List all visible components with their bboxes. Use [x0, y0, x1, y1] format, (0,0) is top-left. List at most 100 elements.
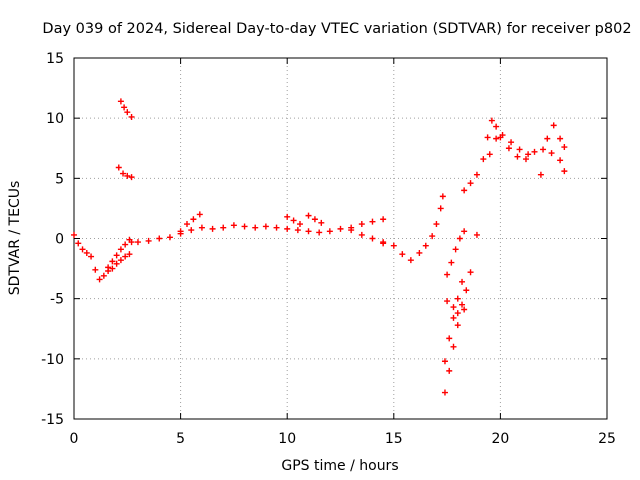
data-point — [461, 228, 468, 235]
y-tick-label: 15 — [46, 51, 64, 67]
data-point — [461, 306, 468, 313]
data-point — [273, 224, 280, 231]
data-point — [505, 145, 512, 152]
data-point — [134, 239, 141, 246]
x-tick-label: 0 — [70, 431, 79, 447]
data-point — [326, 228, 333, 235]
grid-lines — [74, 58, 607, 419]
data-point — [493, 123, 500, 130]
data-point — [540, 146, 547, 153]
x-axis-label: GPS time / hours — [281, 458, 398, 474]
data-point — [92, 266, 99, 273]
series-arc-7 — [177, 211, 203, 235]
data-point — [369, 235, 376, 242]
series-arc-6 — [134, 222, 387, 246]
data-point — [522, 156, 529, 163]
data-point — [437, 205, 444, 212]
data-point — [166, 234, 173, 241]
data-point — [96, 276, 103, 283]
x-tick-label: 25 — [598, 431, 616, 447]
data-point — [337, 225, 344, 232]
series-arc-15 — [461, 117, 568, 194]
data-point — [380, 216, 387, 223]
series-arc-13 — [444, 228, 468, 278]
data-point — [493, 135, 500, 142]
data-point — [446, 367, 453, 374]
data-point — [416, 249, 423, 256]
data-point — [296, 221, 303, 228]
data-point — [452, 246, 459, 253]
series-arc-9 — [348, 216, 387, 231]
x-tick-label: 20 — [491, 431, 509, 447]
data-point — [516, 146, 523, 153]
data-point — [252, 224, 259, 231]
data-point — [183, 221, 190, 228]
data-point — [463, 287, 470, 294]
data-point — [439, 193, 446, 200]
data-point — [537, 171, 544, 178]
y-tick-label: -5 — [50, 292, 64, 308]
data-point — [461, 187, 468, 194]
data-point — [128, 239, 135, 246]
data-point — [198, 224, 205, 231]
data-point — [450, 304, 457, 311]
series-arc-14 — [444, 231, 480, 317]
data-point — [188, 227, 195, 234]
series-arc-3 — [105, 251, 133, 274]
data-point — [290, 217, 297, 224]
data-point — [126, 251, 133, 258]
data-point — [369, 218, 376, 225]
series-arc-16 — [486, 132, 532, 158]
data-point — [145, 237, 152, 244]
data-point — [284, 213, 291, 220]
x-tick-label: 5 — [176, 431, 185, 447]
data-point — [358, 221, 365, 228]
data-point — [241, 223, 248, 230]
data-point — [433, 221, 440, 228]
data-point — [124, 109, 131, 116]
series-arc-5 — [115, 164, 135, 181]
data-point — [448, 259, 455, 266]
data-point — [117, 98, 124, 105]
data-point — [190, 216, 197, 223]
data-point — [407, 257, 414, 264]
data-point — [124, 172, 131, 179]
data-point — [109, 258, 116, 265]
data-point — [79, 246, 86, 253]
data-point — [454, 310, 461, 317]
y-tick-label: -15 — [41, 412, 64, 428]
y-tick-label: 0 — [55, 232, 64, 248]
data-point — [262, 223, 269, 230]
data-point — [441, 389, 448, 396]
data-point — [557, 135, 564, 142]
data-point — [548, 150, 555, 157]
data-point — [109, 265, 116, 272]
data-point — [531, 148, 538, 155]
data-point — [230, 222, 237, 229]
series-arc-10 — [380, 193, 446, 264]
data-point — [429, 233, 436, 240]
data-point — [444, 298, 451, 305]
data-point — [454, 322, 461, 329]
data-point — [294, 227, 301, 234]
data-point — [311, 216, 318, 223]
data-point — [561, 168, 568, 175]
series-arc-8 — [284, 212, 325, 228]
data-point — [348, 224, 355, 231]
axis-ticks: 0 5 10 15 20 25 -15 -10 -5 0 5 10 15 — [41, 51, 616, 447]
chart-title: Day 039 of 2024, Sidereal Day-to-day VTE… — [42, 21, 631, 37]
data-point — [514, 153, 521, 160]
data-point — [467, 180, 474, 187]
data-point — [399, 251, 406, 258]
data-point — [115, 164, 122, 171]
data-point — [128, 113, 135, 120]
data-point — [459, 301, 466, 308]
data-point — [499, 132, 506, 139]
data-point — [441, 358, 448, 365]
y-tick-label: 5 — [55, 171, 64, 187]
data-point — [450, 343, 457, 350]
series-arc-12 — [441, 278, 466, 365]
plot-frame — [73, 57, 608, 420]
data-point — [305, 212, 312, 219]
